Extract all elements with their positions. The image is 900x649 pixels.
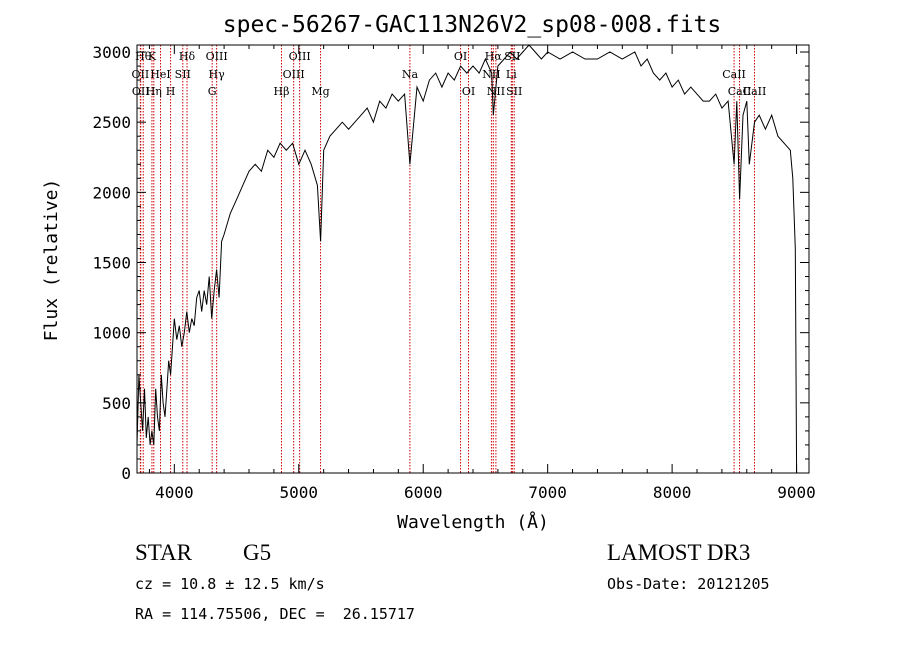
object-class: STAR <box>135 540 192 565</box>
spectrum-line <box>136 44 798 474</box>
line-marker-label: K <box>148 50 157 63</box>
obs-date: Obs-Date: 20121205 <box>607 575 770 593</box>
line-marker-label: OIII <box>283 68 305 81</box>
line-marker-label: Hθ <box>135 50 152 63</box>
y-tick-label: 500 <box>102 394 131 413</box>
x-axis-label: Wavelength (Å) <box>397 511 549 533</box>
x-tick-label: 4000 <box>155 483 194 502</box>
line-marker-label: Mg <box>311 85 329 98</box>
line-marker-label: OII <box>132 68 150 81</box>
line-marker-label: H <box>166 85 176 98</box>
object-subclass: G5 <box>243 540 272 565</box>
line-marker-label: G <box>208 85 217 98</box>
line-marker-label: OI <box>454 50 467 63</box>
x-tick-label: 6000 <box>404 483 443 502</box>
y-tick-label: 1000 <box>92 324 131 343</box>
y-tick-label: 0 <box>121 464 131 483</box>
line-marker-label: Hδ <box>179 50 196 63</box>
redshift-readout: cz = 10.8 ± 12.5 km/s <box>135 575 325 593</box>
x-tick-label: 7000 <box>528 483 567 502</box>
line-marker-label: Na <box>402 68 419 81</box>
line-marker-label: CaII <box>722 68 746 81</box>
line-marker-label: Hα <box>485 50 503 63</box>
line-marker-label: OI <box>462 85 475 98</box>
y-tick-label: 2000 <box>92 183 131 202</box>
survey-name: LAMOST DR3 <box>607 540 751 565</box>
line-markers <box>139 45 755 473</box>
line-marker-label: CaII <box>743 85 767 98</box>
line-marker-label: SII <box>506 85 522 98</box>
spectrum-chart: spec-56267-GAC113N26V2_sp08-008.fits HθK… <box>41 12 816 533</box>
y-axis-ticks: 0 500 1000 1500 2000 2500 3000 <box>92 43 809 483</box>
line-marker-label: SII <box>504 50 520 63</box>
line-marker-label: OIII <box>289 50 311 63</box>
line-marker-label: OII <box>132 85 150 98</box>
y-axis-label: Flux (relative) <box>41 179 62 342</box>
plot-frame <box>136 44 810 474</box>
line-marker-label: HeI <box>150 68 170 81</box>
y-tick-label: 1500 <box>92 254 131 273</box>
line-marker-label: OIII <box>206 50 228 63</box>
line-marker-label: Hη <box>146 85 162 98</box>
x-tick-label: 9000 <box>777 483 816 502</box>
coordinates: RA = 114.75506, DEC = 26.15717 <box>135 605 415 623</box>
x-tick-label: 5000 <box>280 483 319 502</box>
chart-title: spec-56267-GAC113N26V2_sp08-008.fits <box>223 12 722 38</box>
line-marker-label: Hβ <box>274 85 290 98</box>
y-tick-label: 3000 <box>92 43 131 62</box>
line-marker-label: SII <box>175 68 191 81</box>
x-axis-ticks: 4000 5000 6000 7000 8000 9000 <box>148 45 816 502</box>
x-tick-label: 8000 <box>653 483 692 502</box>
y-tick-label: 2500 <box>92 113 131 132</box>
line-marker-label: CaII <box>728 85 752 98</box>
line-marker-label: Li <box>506 68 517 81</box>
line-marker-label: Hγ <box>209 68 226 81</box>
